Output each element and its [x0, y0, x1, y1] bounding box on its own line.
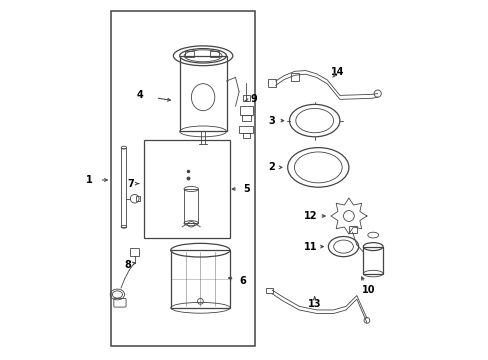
Text: 14: 14 [331, 67, 344, 77]
Bar [242, 95, 249, 101]
Text: 1: 1 [86, 175, 93, 185]
Bar [130, 248, 139, 256]
Bar [210, 51, 219, 57]
Bar [239, 126, 253, 133]
Bar [239, 106, 252, 115]
Text: 6: 6 [239, 276, 245, 286]
Bar [121, 148, 126, 227]
Bar [363, 247, 382, 274]
Text: 5: 5 [243, 184, 249, 194]
Bar [183, 189, 198, 223]
Text: 12: 12 [304, 211, 317, 221]
Text: 8: 8 [124, 260, 131, 270]
Bar [267, 79, 275, 87]
Bar [179, 56, 226, 131]
Text: 13: 13 [307, 299, 321, 309]
Text: 10: 10 [361, 285, 375, 295]
Bar [136, 196, 140, 201]
Bar [170, 250, 230, 308]
Text: 3: 3 [267, 116, 274, 126]
Bar [265, 288, 272, 293]
Bar [348, 226, 356, 233]
Text: 9: 9 [250, 94, 256, 104]
Bar [111, 11, 255, 346]
Bar [242, 133, 249, 138]
Bar [242, 115, 250, 121]
Text: 11: 11 [304, 242, 317, 252]
Bar [185, 51, 194, 57]
Text: 7: 7 [127, 179, 134, 189]
Bar [143, 140, 230, 238]
Bar [290, 73, 299, 81]
Text: 4: 4 [137, 90, 143, 100]
Text: 2: 2 [267, 162, 274, 172]
